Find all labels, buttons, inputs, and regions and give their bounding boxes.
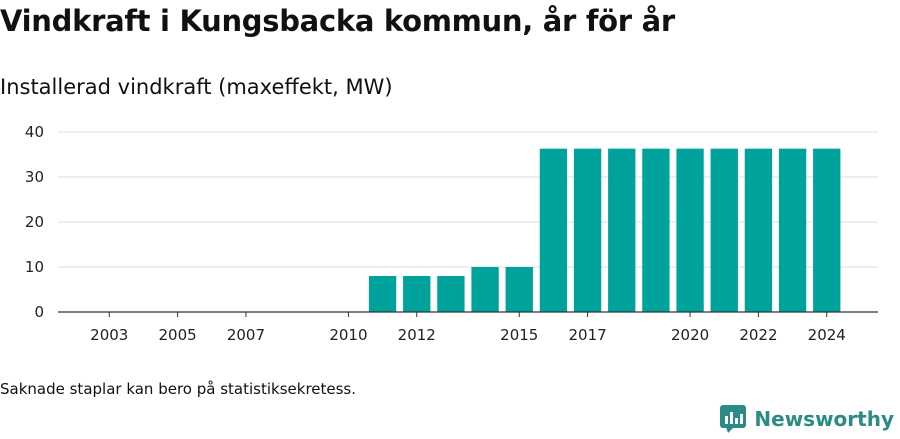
chart-subtitle: Installerad vindkraft (maxeffekt, MW)	[0, 75, 393, 99]
x-tick-label: 2005	[158, 326, 196, 344]
bar-2022	[744, 148, 773, 312]
brand-name: Newsworthy	[754, 407, 894, 431]
grid-lines	[58, 131, 878, 268]
bar-2016	[539, 148, 568, 312]
y-tick-label: 40	[25, 123, 44, 141]
newsworthy-logo-icon	[720, 405, 747, 433]
bar-2015	[505, 267, 533, 312]
x-tick-label: 2015	[500, 326, 538, 344]
bar-2011	[368, 276, 397, 312]
x-tick-label: 2017	[568, 326, 606, 344]
x-tick-label: 2003	[90, 326, 128, 344]
bar-2020	[676, 148, 704, 312]
y-axis-ticks: 0 10 20 30 40	[25, 123, 44, 321]
bar-2017	[573, 148, 602, 312]
y-tick-label: 0	[34, 303, 44, 321]
x-tick-label: 2007	[227, 326, 265, 344]
x-tick-label: 2010	[329, 326, 367, 344]
bar-2021	[710, 148, 738, 312]
y-tick-label: 10	[25, 258, 44, 276]
bars	[368, 148, 841, 312]
x-tick-label: 2012	[398, 326, 436, 344]
bar-2024	[813, 148, 841, 312]
x-tick-label: 2024	[808, 326, 846, 344]
bar-2019	[642, 148, 670, 312]
x-axis-ticks: 2003 2005 2007 2010 2012 2015 2017 2020 2022 2024	[90, 312, 846, 344]
footnote: Saknade staplar kan bero på statistiksek…	[0, 380, 357, 398]
y-tick-label: 20	[25, 213, 44, 231]
x-tick-label: 2022	[739, 326, 777, 344]
y-tick-label: 30	[25, 168, 44, 186]
brand-logo: Newsworthy	[720, 405, 894, 433]
x-tick-label: 2020	[671, 326, 709, 344]
bar-2013	[437, 276, 465, 312]
bar-2018	[608, 148, 636, 312]
bar-2014	[471, 267, 499, 312]
bar-2012	[403, 276, 431, 312]
bar-2023	[778, 148, 807, 312]
chart-title: Vindkraft i Kungsbacka kommun, år för år	[0, 4, 675, 38]
